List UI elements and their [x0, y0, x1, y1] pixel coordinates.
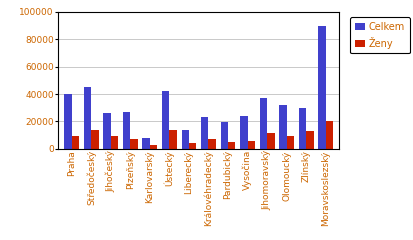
Bar: [130, 138, 138, 149]
Bar: [318, 26, 325, 149]
Bar: [286, 137, 293, 149]
Bar: [161, 91, 169, 149]
Bar: [298, 108, 306, 149]
Bar: [169, 130, 176, 149]
Bar: [240, 116, 247, 149]
Bar: [123, 112, 130, 149]
Bar: [208, 139, 216, 149]
Bar: [181, 130, 188, 149]
Bar: [83, 87, 91, 149]
Bar: [325, 121, 332, 149]
Bar: [247, 141, 254, 149]
Bar: [279, 105, 286, 149]
Bar: [220, 122, 228, 149]
Bar: [266, 133, 274, 149]
Bar: [228, 142, 235, 149]
Bar: [201, 117, 208, 149]
Bar: [64, 94, 71, 149]
Bar: [111, 137, 118, 149]
Bar: [150, 145, 157, 149]
Bar: [71, 137, 79, 149]
Legend: Celkem, Ženy: Celkem, Ženy: [349, 17, 408, 54]
Bar: [306, 131, 313, 149]
Bar: [142, 138, 150, 149]
Bar: [91, 130, 98, 149]
Bar: [259, 97, 266, 149]
Bar: [188, 143, 196, 149]
Bar: [103, 113, 111, 149]
